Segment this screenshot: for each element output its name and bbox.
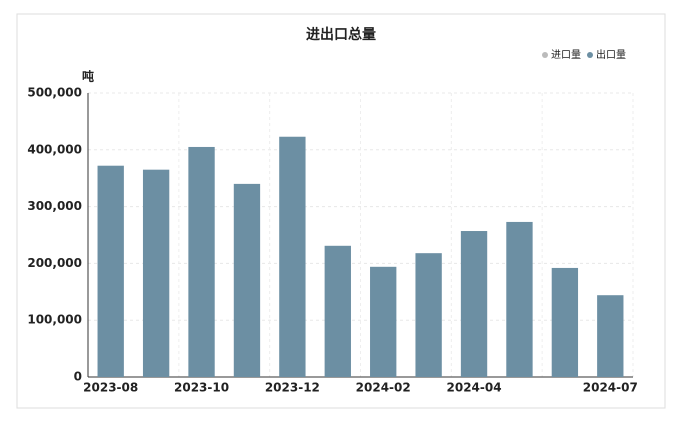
bar: [370, 266, 397, 377]
y-tick-label: 500,000: [27, 86, 82, 100]
y-tick-label: 0: [74, 370, 82, 384]
bar: [233, 183, 261, 377]
legend-marker: [542, 52, 548, 58]
bar: [597, 295, 624, 377]
bar: [188, 146, 215, 377]
bar: [460, 231, 488, 377]
bar: [551, 267, 579, 377]
y-tick-label: 400,000: [27, 142, 82, 156]
x-tick-label: 2023-12: [265, 381, 320, 395]
bar: [506, 221, 533, 377]
bar: [415, 253, 442, 377]
legend-marker: [587, 52, 593, 58]
bar: [324, 245, 351, 377]
bar: [279, 136, 306, 377]
x-tick-label: 2023-10: [174, 381, 229, 395]
chart-title: 进出口总量: [306, 26, 376, 43]
y-axis-label: 吨: [82, 69, 94, 84]
x-tick-label: 2024-07: [583, 381, 638, 395]
legend-label: 出口量: [596, 48, 626, 61]
legend-label: 进口量: [551, 49, 581, 61]
y-tick-label: 100,000: [27, 313, 82, 327]
x-tick-label: 2024-04: [447, 381, 502, 395]
x-tick-label: 2023-08: [83, 381, 138, 395]
bar: [142, 169, 170, 377]
y-tick-label: 300,000: [27, 199, 82, 213]
y-tick-label: 200,000: [27, 256, 82, 270]
bar: [97, 165, 124, 377]
x-tick-label: 2024-02: [356, 381, 411, 395]
